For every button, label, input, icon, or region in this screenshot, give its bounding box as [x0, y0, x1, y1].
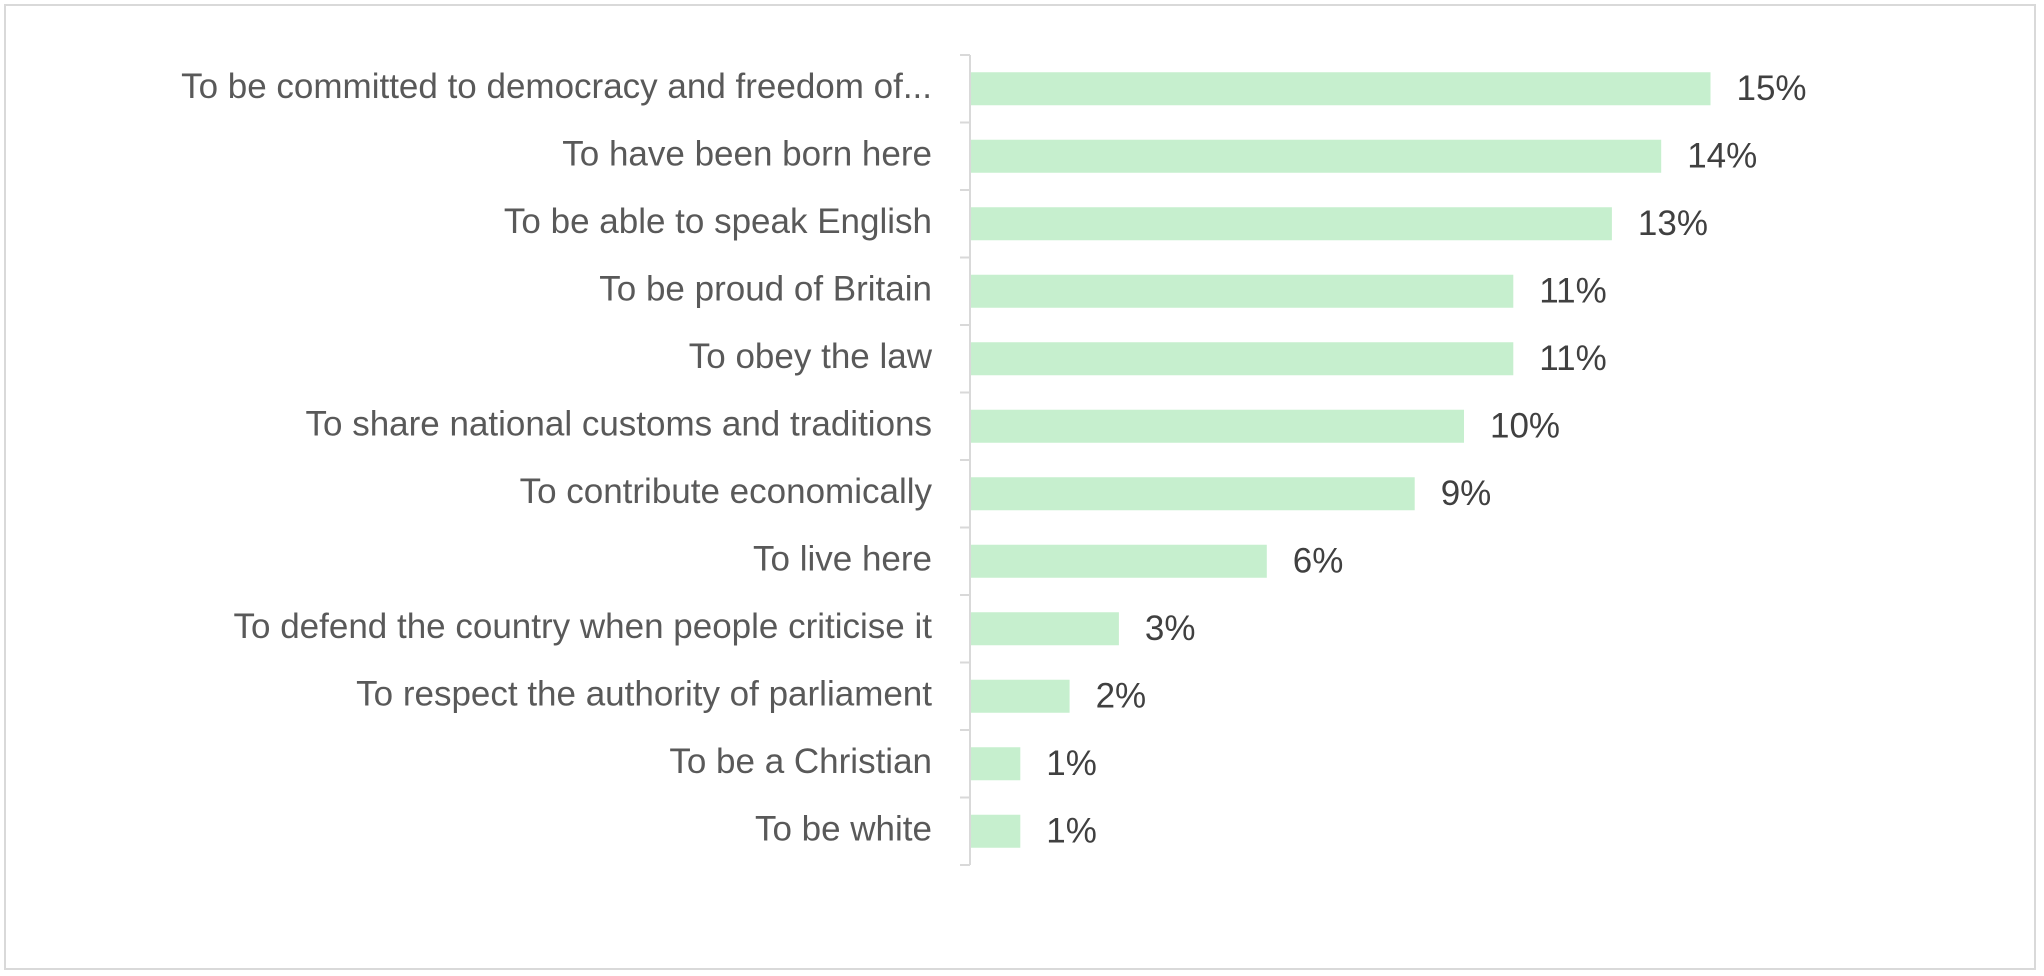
bar: [971, 747, 1021, 781]
category-label: To respect the authority of parliament: [356, 675, 932, 714]
value-label: 6%: [1293, 542, 1344, 581]
category-axis: [960, 54, 971, 866]
bar: [971, 544, 1267, 578]
value-labels: 15% 14% 13% 11% 11% 10% 9% 6% 3% 2% 1% 1%: [1046, 69, 1806, 851]
bar: [971, 612, 1119, 646]
category-label: To be committed to democracy and freedom…: [181, 67, 932, 106]
category-label: To be a Christian: [669, 742, 932, 781]
value-label: 10%: [1490, 407, 1560, 446]
bar: [971, 274, 1514, 308]
bar: [971, 814, 1021, 848]
category-label: To live here: [753, 540, 932, 579]
category-label: To defend the country when people critic…: [234, 607, 933, 646]
category-label: To be able to speak English: [504, 202, 932, 241]
value-label: 3%: [1145, 609, 1196, 648]
value-label: 15%: [1737, 69, 1807, 108]
bar: [971, 72, 1711, 106]
category-label: To share national customs and traditions: [306, 405, 932, 444]
bar: [971, 139, 1662, 173]
value-label: 1%: [1046, 744, 1097, 783]
bar: [971, 679, 1070, 713]
bar: [971, 477, 1415, 511]
bars-group: [971, 72, 1711, 848]
value-label: 2%: [1096, 677, 1147, 716]
bar: [971, 207, 1612, 241]
value-label: 13%: [1638, 204, 1708, 243]
value-label: 11%: [1539, 339, 1606, 378]
category-label: To obey the law: [689, 337, 933, 376]
category-label: To be proud of Britain: [599, 270, 932, 309]
category-label: To be white: [755, 810, 932, 849]
category-label: To have been born here: [562, 135, 932, 174]
category-label: To contribute economically: [520, 472, 933, 511]
value-label: 1%: [1046, 812, 1097, 851]
bar: [971, 409, 1464, 443]
value-label: 14%: [1687, 137, 1757, 176]
bar: [971, 342, 1514, 376]
category-labels: To be committed to democracy and freedom…: [181, 67, 933, 849]
value-label: 9%: [1441, 474, 1492, 513]
value-label: 11%: [1539, 272, 1606, 311]
